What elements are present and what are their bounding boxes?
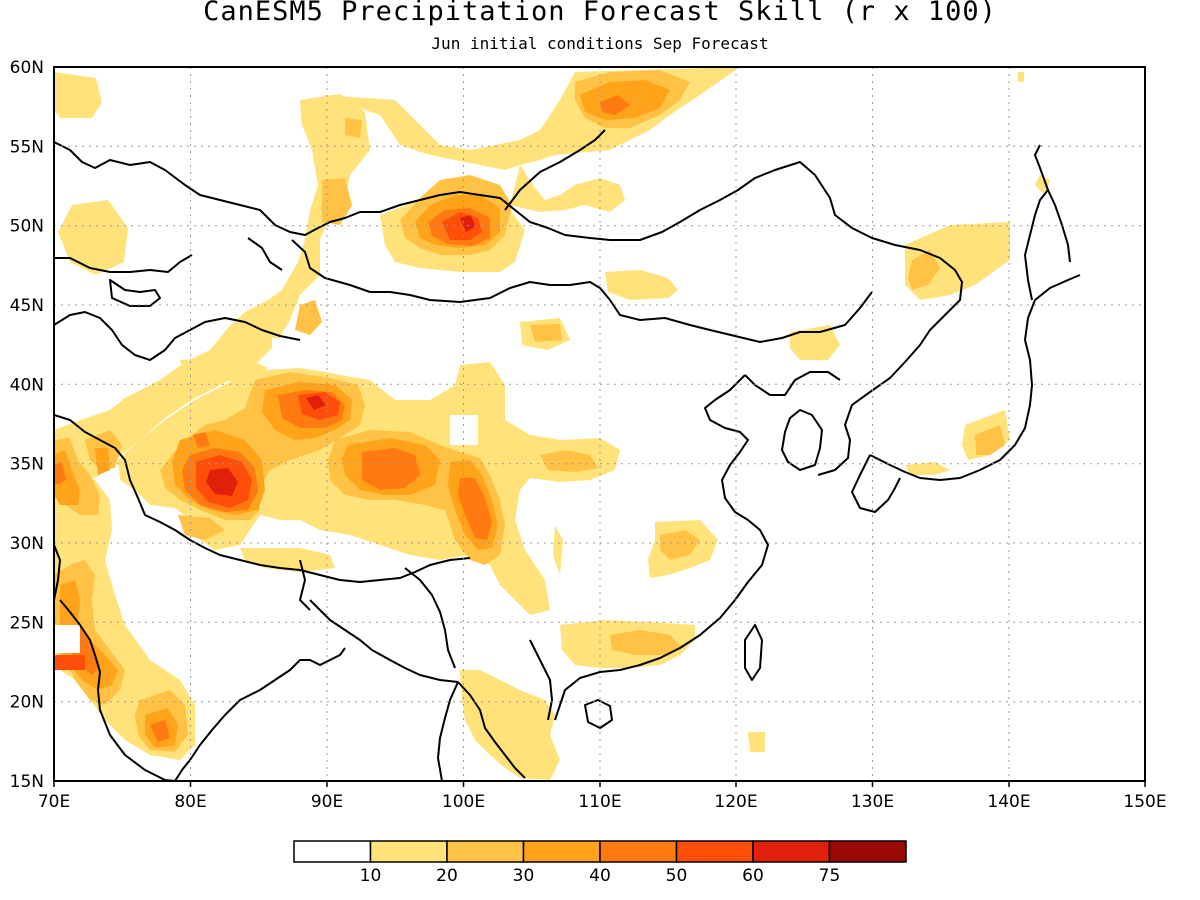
colorbar-label: 50 bbox=[666, 866, 688, 886]
lon-tick-label: 140E bbox=[987, 792, 1030, 812]
colorbar-swatch bbox=[369, 840, 448, 863]
skill-shading bbox=[54, 67, 1050, 780]
lat-tick-label: 35N bbox=[10, 455, 44, 475]
map-title: CanESM5 Precipitation Forecast Skill (r … bbox=[203, 0, 997, 27]
colorbar-swatch bbox=[522, 840, 601, 863]
lat-tick-label: 50N bbox=[10, 217, 44, 237]
lon-tick-label: 80E bbox=[174, 792, 206, 812]
colorbar-label: 40 bbox=[589, 866, 611, 886]
grid-lines bbox=[54, 67, 1145, 781]
colorbar-swatch bbox=[599, 840, 678, 863]
lon-tick-labels: 70E 80E 90E 100E 110E 120E 130E 140E 150… bbox=[38, 792, 1167, 812]
lat-tick-label: 25N bbox=[10, 613, 44, 633]
colorbar-swatch bbox=[446, 840, 525, 863]
lat-tick-label: 60N bbox=[10, 58, 44, 78]
lon-tick-label: 100E bbox=[442, 792, 485, 812]
lon-tick-label: 120E bbox=[714, 792, 757, 812]
lat-tick-label: 15N bbox=[10, 772, 44, 792]
lat-tick-label: 30N bbox=[10, 534, 44, 554]
colorbar-label: 30 bbox=[513, 866, 535, 886]
lat-tick-label: 55N bbox=[10, 137, 44, 157]
colorbar-swatch bbox=[828, 840, 907, 863]
lon-tick-label: 90E bbox=[311, 792, 343, 812]
colorbar: 10 20 30 40 50 60 75 bbox=[293, 840, 907, 886]
colorbar-label: 10 bbox=[360, 866, 382, 886]
map-subtitle: Jun initial conditions Sep Forecast bbox=[431, 34, 769, 53]
colorbar-label: 75 bbox=[819, 866, 841, 886]
lat-tick-label: 20N bbox=[10, 693, 44, 713]
lat-tick-label: 40N bbox=[10, 375, 44, 395]
lon-tick-label: 130E bbox=[851, 792, 894, 812]
lat-tick-labels: 15N 20N 25N 30N 35N 40N 45N 50N 55N 60N bbox=[10, 58, 44, 792]
lon-tick-label: 70E bbox=[38, 792, 70, 812]
tick-marks bbox=[53, 781, 1146, 787]
lon-tick-label: 150E bbox=[1123, 792, 1166, 812]
lon-tick-label: 110E bbox=[578, 792, 621, 812]
colorbar-swatch bbox=[675, 840, 754, 863]
colorbar-label: 20 bbox=[436, 866, 458, 886]
colorbar-swatch bbox=[752, 840, 831, 863]
colorbar-label: 60 bbox=[742, 866, 764, 886]
colorbar-swatch bbox=[293, 840, 372, 863]
coastlines bbox=[54, 129, 1081, 781]
lat-tick-label: 45N bbox=[10, 296, 44, 316]
